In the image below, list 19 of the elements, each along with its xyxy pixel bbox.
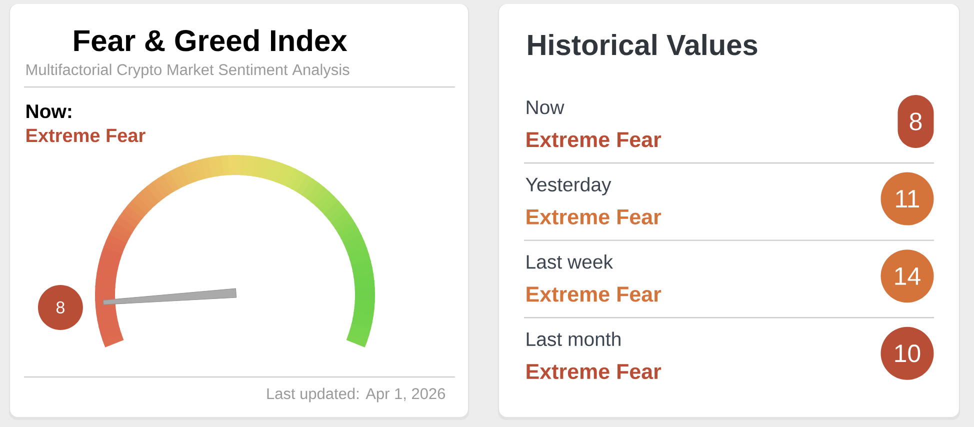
data-label: 8 [910, 112, 922, 130]
text: Last updated: Apr 1, 2026 [267, 388, 446, 402]
category-label: Last month [526, 332, 620, 346]
data-label: 14 [895, 267, 920, 285]
category-label: Last week [526, 254, 614, 269]
text: Extreme Fear [526, 364, 662, 380]
text: Historical Values [528, 34, 758, 56]
data-label: 11 [896, 190, 919, 208]
category-label: Yesterday [526, 177, 612, 196]
data-label: 10 [895, 344, 920, 362]
text: Extreme Fear [526, 286, 662, 302]
text: Extreme Fear [26, 128, 146, 142]
text: Now: [26, 104, 72, 118]
data-label: 8 [56, 301, 64, 314]
text: Multifactorial Crypto Market Sentiment Analysis [26, 64, 350, 78]
text: Fear & Greed Index [74, 29, 348, 52]
text: Extreme Fear [526, 132, 662, 148]
category-label: Now [526, 100, 564, 114]
text: Extreme Fear [526, 210, 662, 225]
